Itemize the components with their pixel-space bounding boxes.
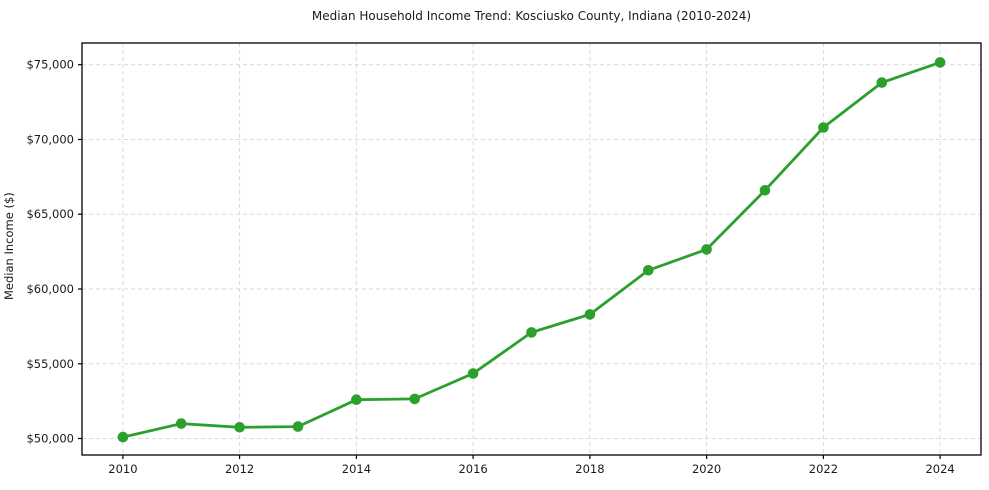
data-point [175,418,187,429]
y-tick-label: $65,000 [26,207,74,221]
data-point [643,265,654,276]
data-point [292,421,304,432]
y-tick-label: $55,000 [26,357,74,371]
grid-lines [82,43,981,455]
data-point [409,393,421,405]
chart-title: Median Household Income Trend: Kosciusko… [311,9,752,23]
data-point [759,185,771,196]
data-point [117,431,129,443]
x-tick-label: 2020 [692,462,721,476]
x-tick-label: 2012 [225,462,254,476]
data-point-markers [117,57,946,443]
data-point [818,122,829,133]
data-point [526,327,537,338]
income-trend-line [121,61,942,439]
data-point [876,77,888,88]
x-tick-label: 2016 [458,462,487,476]
data-point [934,57,946,68]
x-tick-label: 2010 [108,462,137,476]
x-tick-label: 2018 [575,462,604,476]
data-point [351,394,362,406]
y-tick-label: $50,000 [26,432,74,446]
data-point [584,309,596,320]
y-axis-ticks: $50,000 $55,000 $60,000 $65,000 $70,000 $75,0… [26,58,82,446]
y-tick-label: $70,000 [26,133,74,147]
x-axis-ticks: 2010 2012 2014 2016 2018 2020 2022 2024 [108,455,955,476]
x-tick-label: 2024 [925,462,954,476]
y-tick-label: $60,000 [26,282,74,296]
data-point [701,244,712,255]
plot-frame [81,42,982,456]
x-tick-label: 2014 [342,462,371,476]
data-point [467,368,479,379]
data-point [234,422,245,433]
y-tick-label: $75,000 [26,58,74,72]
x-tick-label: 2022 [809,462,838,476]
